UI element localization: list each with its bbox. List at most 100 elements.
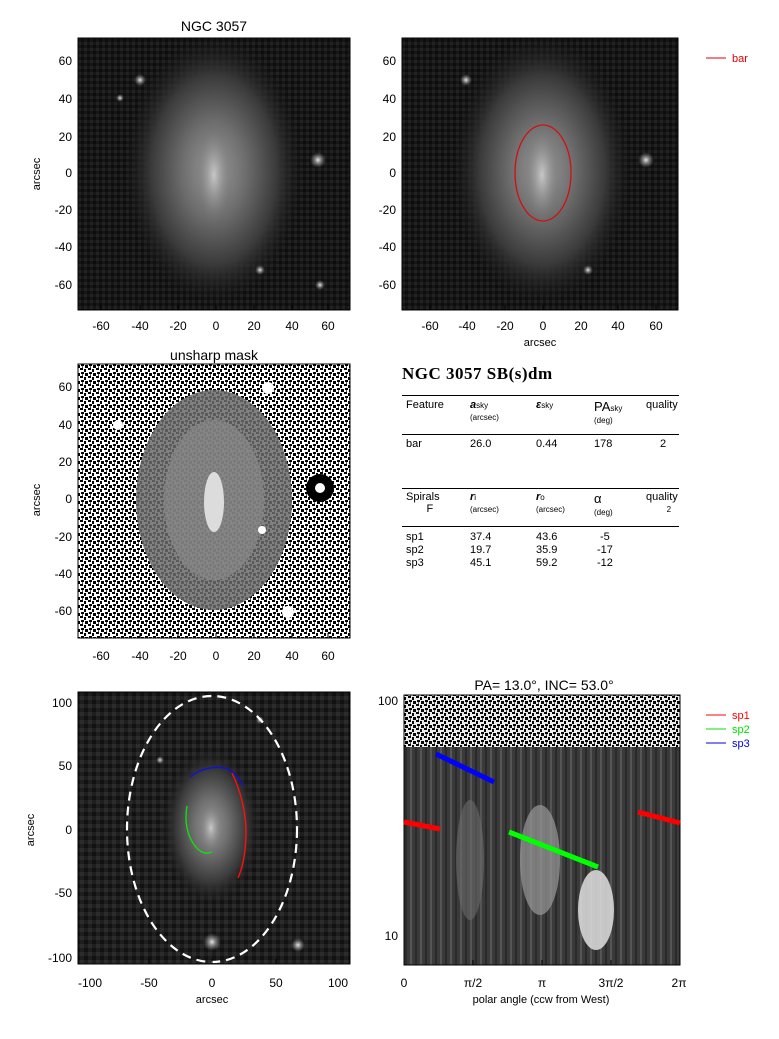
- y-ticks-top-right: 60 40 20 0 -20 -40 -60: [379, 54, 397, 292]
- spiral-arm-sp1: [231, 772, 247, 879]
- table-rule: [402, 488, 679, 489]
- table-rule: [402, 434, 679, 435]
- sp-row-ri: 45.1: [470, 557, 492, 569]
- x-tick: 60: [321, 649, 335, 663]
- x-tick: 20: [247, 649, 261, 663]
- bar-ellipse: [514, 124, 572, 222]
- x-tick: 0: [401, 976, 408, 990]
- x-tick: 40: [285, 319, 299, 333]
- x-tick: -40: [131, 319, 149, 333]
- x-ticks-top-left: -60 -40 -20 0 20 40 60: [92, 319, 335, 333]
- y-ticks-bottom-left: 100 50 0 -50 -100: [48, 696, 72, 965]
- y-tick: 10: [385, 929, 399, 943]
- x-tick: 0: [213, 319, 220, 333]
- x-ticks-top-right: -60 -40 -20 0 20 40 60: [421, 319, 663, 333]
- y-tick: -20: [55, 203, 73, 217]
- y-tick: -20: [379, 203, 397, 217]
- y-tick: 60: [383, 54, 397, 68]
- panel-bottom-left: [77, 691, 351, 965]
- bar-header-quality: quality: [646, 399, 678, 411]
- legend-sp2-label: sp2: [732, 724, 750, 736]
- y-tick: -60: [55, 278, 73, 292]
- bar-row-pa: 178: [594, 438, 613, 450]
- x-tick: 40: [285, 649, 299, 663]
- legend-sp3-label: sp3: [732, 738, 750, 750]
- sp-header-ri: ri (arcsec): [470, 491, 499, 514]
- x-tick: -50: [140, 976, 158, 990]
- y-tick: 100: [378, 694, 398, 708]
- sp-row-alpha: -17: [597, 544, 613, 556]
- x-tick: 20: [574, 319, 588, 333]
- sp-row-alpha: -12: [597, 557, 613, 569]
- sp-row-name: sp3: [406, 557, 424, 569]
- y-tick: 20: [383, 130, 397, 144]
- bar-header-a: asky (arcsec): [470, 399, 499, 422]
- title-polar: PA= 13.0°, INC= 53.0°: [474, 677, 613, 693]
- y-tick: -60: [55, 604, 73, 618]
- spiral-arm-sp2: [185, 805, 213, 854]
- x-tick: π: [538, 976, 546, 990]
- y-tick: -40: [55, 567, 73, 581]
- y-tick: -60: [379, 278, 397, 292]
- x-tick: 3π/2: [599, 976, 624, 990]
- xlabel-polar: polar angle (ccw from West): [473, 994, 610, 1006]
- sp-header-quality: quality 2: [646, 491, 678, 514]
- sp-row-name: sp1: [406, 531, 424, 543]
- x-tick: -60: [92, 319, 110, 333]
- x-ticks-bottom-left: -100 -50 0 50 100: [78, 976, 348, 990]
- sp-header-ro: ro (arcsec): [536, 491, 565, 514]
- title-unsharp-mask: unsharp mask: [170, 347, 259, 363]
- ylabel-unsharp-mask: arcsec: [31, 483, 43, 516]
- legend-sp1-label: sp1: [732, 710, 750, 722]
- y-tick: 60: [59, 380, 73, 394]
- y-tick: 20: [59, 455, 73, 469]
- y-ticks-top-left: 60 40 20 0 -20 -40 -60: [55, 54, 73, 292]
- y-tick: 0: [389, 166, 396, 180]
- y-tick: 0: [65, 823, 72, 837]
- sp-header-spirals: Spirals F: [406, 491, 440, 515]
- axis-ticks: [100, 305, 657, 965]
- sp-row-ro: 35.9: [536, 544, 558, 556]
- x-tick: -20: [496, 319, 514, 333]
- legend-bar-label: bar: [732, 53, 748, 65]
- bar-row-a: 26.0: [470, 438, 492, 450]
- polar-sp1-segment-a: [403, 819, 441, 832]
- x-tick: 100: [328, 976, 348, 990]
- y-tick: 0: [65, 166, 72, 180]
- polar-sp3-segment: [434, 751, 496, 785]
- sp-row-ro: 59.2: [536, 557, 558, 569]
- bar-row-eps: 0.44: [536, 438, 558, 450]
- polar-sp1-segment-b: [637, 809, 681, 826]
- x-tick: 0: [540, 319, 547, 333]
- table-heading: NGC 3057 SB(s)dm: [402, 364, 553, 383]
- panel-polar: [403, 694, 681, 966]
- y-tick: 100: [52, 696, 72, 710]
- x-tick: 60: [321, 319, 335, 333]
- y-tick: 20: [59, 130, 73, 144]
- table-rule: [402, 395, 679, 396]
- panel-top-left: [77, 37, 351, 311]
- bar-row-feature: bar: [406, 438, 422, 450]
- x-tick: 20: [247, 319, 261, 333]
- x-tick: -100: [78, 976, 102, 990]
- y-ticks-polar: 100 10: [378, 694, 398, 943]
- y-tick: -50: [55, 886, 73, 900]
- x-tick: 60: [649, 319, 663, 333]
- x-tick: -40: [458, 319, 476, 333]
- x-tick: -60: [421, 319, 439, 333]
- x-ticks-polar: 0 π/2 π 3π/2 2π: [401, 976, 687, 990]
- title-top-left: NGC 3057: [181, 18, 247, 34]
- x-tick: 0: [209, 976, 216, 990]
- sp-header-alpha: α (deg): [594, 491, 613, 517]
- x-tick: 2π: [672, 976, 687, 990]
- panel-top-right: [401, 37, 679, 311]
- y-tick: -40: [379, 240, 397, 254]
- x-tick: 40: [611, 319, 625, 333]
- y-tick: 0: [65, 492, 72, 506]
- y-tick: 40: [383, 92, 397, 106]
- x-tick: -20: [169, 649, 187, 663]
- y-tick: 40: [59, 92, 73, 106]
- x-tick: π/2: [464, 976, 483, 990]
- bar-header-feature: Feature: [406, 399, 444, 411]
- sp-row-alpha: -5: [600, 531, 610, 543]
